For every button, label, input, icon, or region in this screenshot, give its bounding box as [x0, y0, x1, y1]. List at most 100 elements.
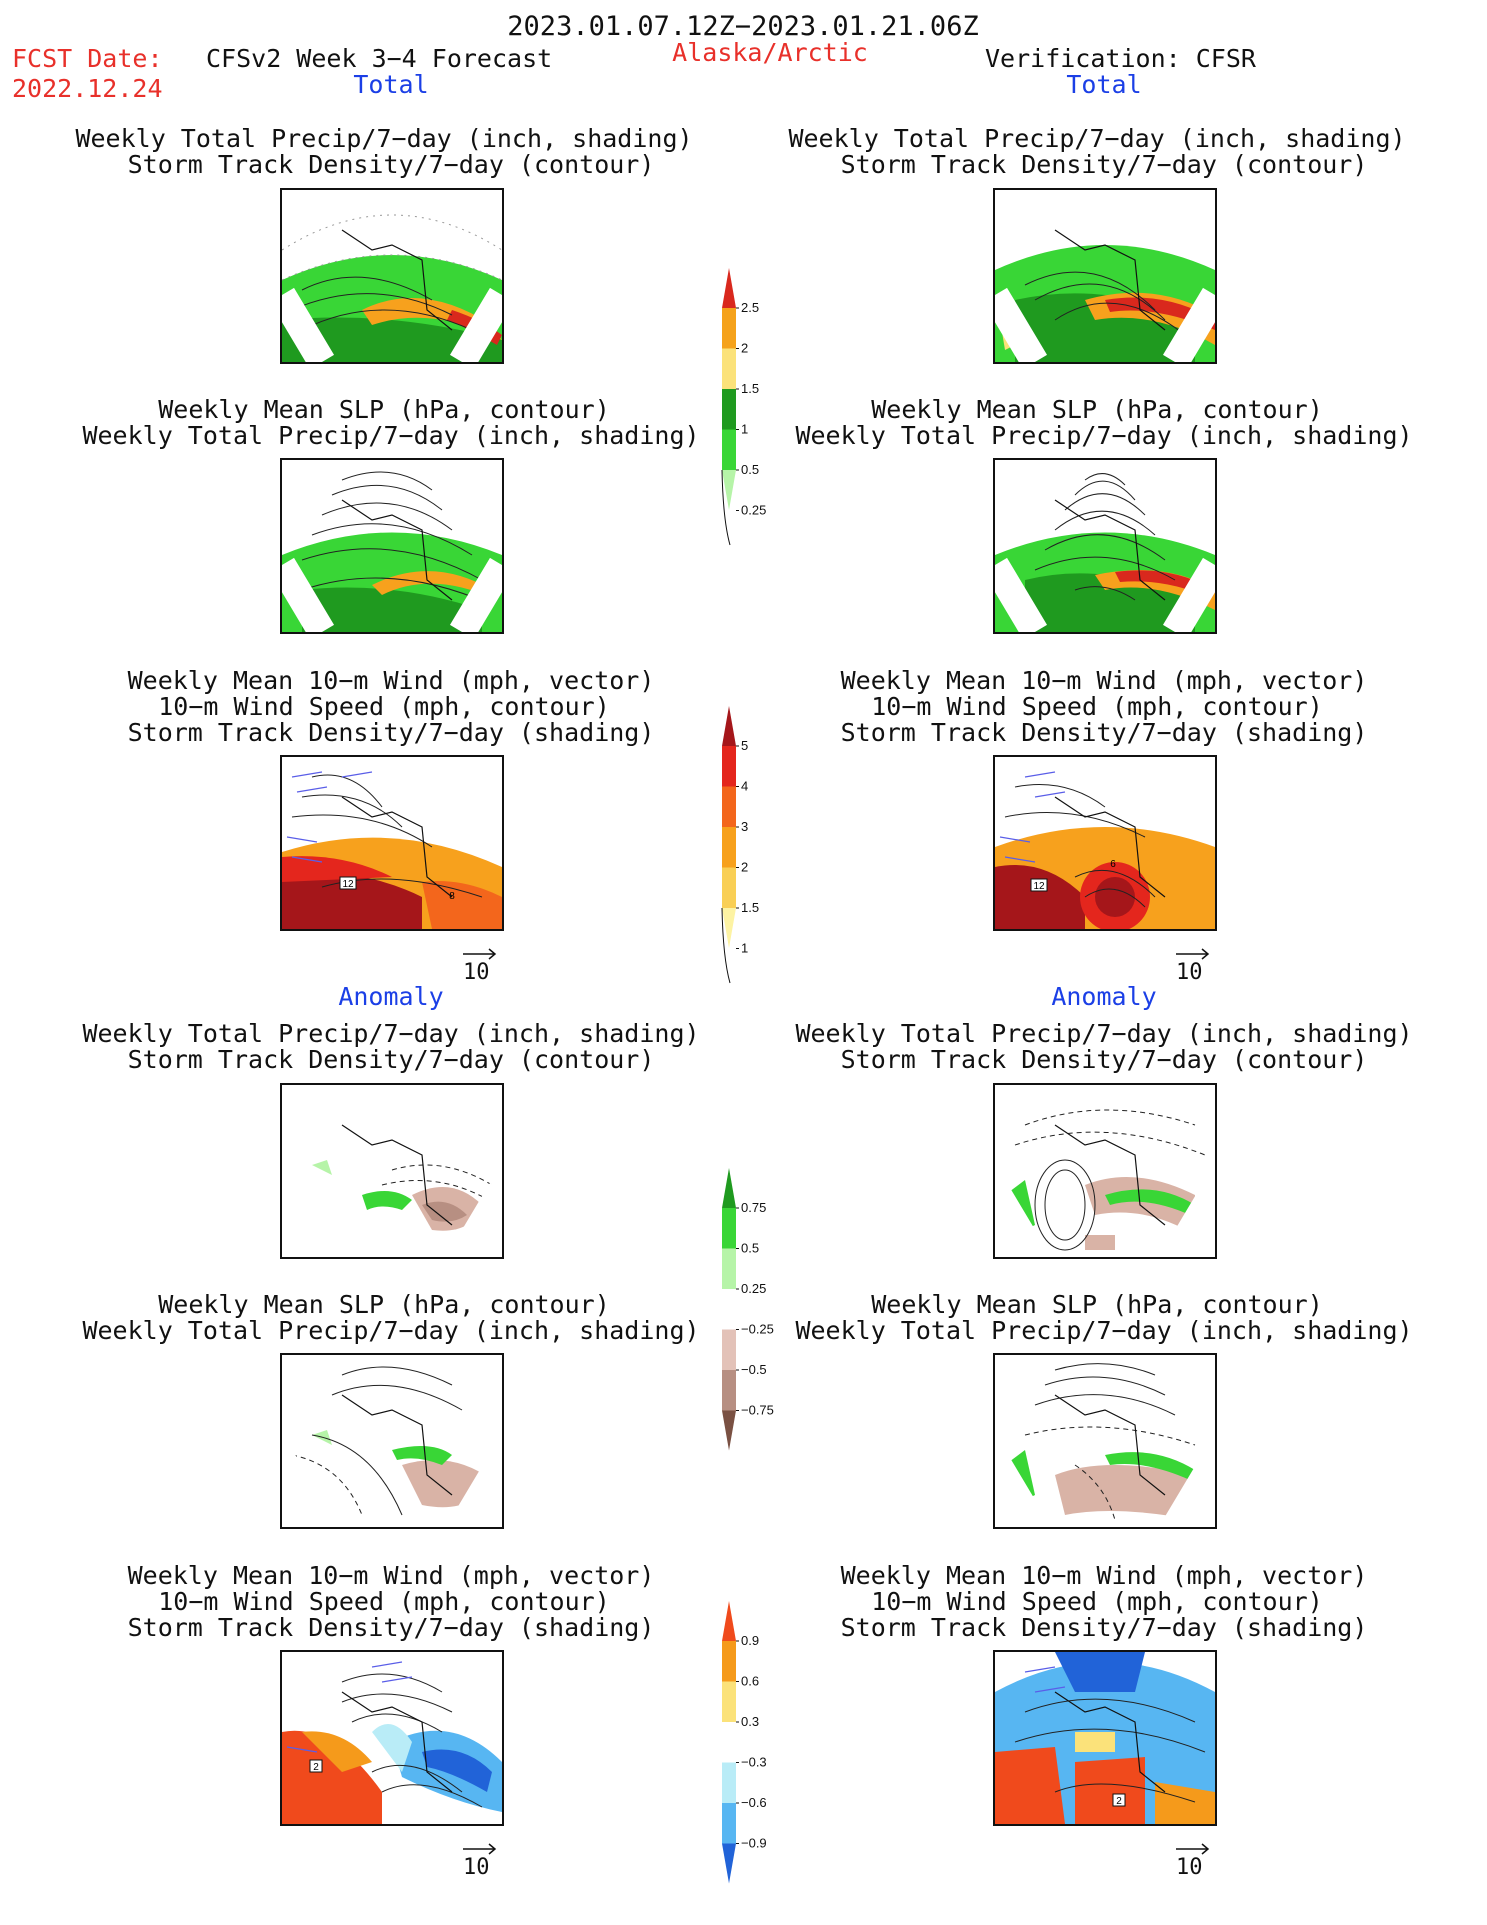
colorbar-storm-anom: 0.9 0.6 0.3 −0.3 −0.6 −0.9 — [722, 1601, 792, 1888]
date-range-title: 2023.01.07.12Z−2023.01.21.06Z — [507, 11, 979, 42]
wind-label-8-left: 8 — [449, 891, 455, 902]
colorbar-top-cap — [722, 1601, 736, 1641]
region-label: Alaska/Arctic — [672, 38, 868, 67]
fcst-date-value: 2022.12.24 — [12, 74, 163, 103]
title-wind-anom-left-2: 10−m Wind Speed (mph, contour) — [158, 1587, 610, 1616]
colorbar-segment — [722, 827, 736, 868]
map-wind-anom-forecast: 2 — [280, 1650, 504, 1826]
colorbar-tick-label: 0.5 — [741, 1241, 759, 1256]
colorbar-segment — [722, 746, 736, 787]
map-precip-total-forecast — [280, 188, 504, 364]
title-wind-anom-left-3: Storm Track Density/7−day (shading) — [127, 1613, 655, 1642]
colorbar-bottom-cap — [722, 908, 736, 948]
colorbar-top-cap — [722, 268, 736, 308]
arrow-right-icon — [463, 1843, 497, 1855]
section-total-right: Total — [1066, 70, 1142, 99]
section-anomaly-right: Anomaly — [1051, 982, 1157, 1011]
vector-ref-total-left: 10 — [463, 948, 497, 985]
title-slp-anom-right-2: Weekly Total Precip/7−day (inch, shading… — [795, 1316, 1413, 1345]
colorbar-tick-label: 1.5 — [741, 900, 759, 915]
wind-label-6-right: 6 — [1110, 859, 1116, 870]
title-precip-anom-left-2: Storm Track Density/7−day (contour) — [127, 1045, 655, 1074]
wind-label-12-right: 12 — [1033, 881, 1045, 892]
title-wind-total-right-1: Weekly Mean 10−m Wind (mph, vector) — [840, 666, 1368, 695]
colorbar-segment — [722, 348, 736, 390]
colorbar-tick-label: −0.9 — [741, 1836, 767, 1851]
colorbar-top-cap — [722, 1168, 736, 1208]
wind-label-12-left: 12 — [342, 879, 354, 890]
colorbar-svg: 0.9 0.6 0.3 −0.3 −0.6 −0.9 — [722, 1601, 767, 1884]
colorbar-top-cap — [722, 706, 736, 746]
map-precip-anom-verification — [993, 1083, 1217, 1259]
colorbar-precip-total: 2.5 2 1.5 1 0.5 0.25 — [721, 268, 792, 554]
colorbar-tick-label: 0.75 — [741, 1200, 766, 1215]
title-wind-anom-right-3: Storm Track Density/7−day (shading) — [840, 1613, 1368, 1642]
colorbar-precip-anom: 0.75 0.5 0.25 −0.25 −0.5 −0.75 — [722, 1168, 792, 1455]
map-wind-total-verification: 12 6 — [993, 755, 1217, 931]
vector-ref-anom-left: 10 — [463, 1843, 497, 1880]
title-wind-total-left-2: 10−m Wind Speed (mph, contour) — [158, 692, 610, 721]
wind-anom-label-left: 2 — [313, 1762, 319, 1773]
title-wind-total-right-2: 10−m Wind Speed (mph, contour) — [871, 692, 1323, 721]
title-precip-total-left-2: Storm Track Density/7−day (contour) — [127, 150, 655, 179]
map-precip-total-verification — [993, 188, 1217, 364]
colorbar-tick-label: −0.3 — [741, 1755, 767, 1770]
title-precip-total-left-1: Weekly Total Precip/7−day (inch, shading… — [75, 124, 693, 153]
colorbar-tick-label: 2.5 — [741, 300, 759, 315]
colorbar-tick-label: 4 — [741, 779, 748, 794]
title-precip-total-right-2: Storm Track Density/7−day (contour) — [840, 150, 1368, 179]
colorbar-tick-label: 0.25 — [741, 1281, 766, 1296]
title-precip-anom-right-1: Weekly Total Precip/7−day (inch, shading… — [795, 1019, 1413, 1048]
colorbar-tick-label: 0.3 — [741, 1714, 759, 1729]
arrow-right-icon — [463, 948, 497, 960]
colorbar-segment — [722, 429, 736, 471]
colorbar-segment — [722, 1248, 736, 1290]
title-wind-total-right-3: Storm Track Density/7−day (shading) — [840, 718, 1368, 747]
map-wind-total-forecast: 12 8 — [280, 755, 504, 931]
title-slp-anom-right-1: Weekly Mean SLP (hPa, contour) — [871, 1290, 1323, 1319]
map-slp-total-forecast — [280, 458, 504, 634]
map-precip-anom-forecast — [280, 1083, 504, 1259]
colorbar-segment — [722, 1370, 736, 1411]
colorbar-svg: 2.5 2 1.5 1 0.5 0.25 — [721, 268, 766, 546]
colorbar-svg: 5 4 3 2 1.5 1 — [721, 706, 759, 984]
title-wind-anom-right-2: 10−m Wind Speed (mph, contour) — [871, 1587, 1323, 1616]
title-slp-total-left-2: Weekly Total Precip/7−day (inch, shading… — [82, 421, 700, 450]
colorbar-storm-total: 5 4 3 2 1.5 1 — [721, 706, 792, 992]
map-slp-anom-verification — [993, 1353, 1217, 1529]
colorbar-tick-label: 2 — [741, 341, 748, 356]
wind-anom-label-right: 2 — [1116, 1796, 1122, 1807]
colorbar-segment — [722, 1208, 736, 1249]
vector-ref-anom-right: 10 — [1176, 1843, 1210, 1880]
title-precip-anom-left-1: Weekly Total Precip/7−day (inch, shading… — [82, 1019, 700, 1048]
section-anomaly-left: Anomaly — [338, 982, 444, 1011]
arrow-right-icon — [1176, 1843, 1210, 1855]
colorbar-tick-label: 0.25 — [741, 503, 766, 518]
title-precip-total-right-1: Weekly Total Precip/7−day (inch, shading… — [788, 124, 1406, 153]
colorbar-tick-label: −0.75 — [741, 1403, 774, 1418]
title-slp-anom-left-1: Weekly Mean SLP (hPa, contour) — [158, 1290, 610, 1319]
title-slp-total-right-1: Weekly Mean SLP (hPa, contour) — [871, 395, 1323, 424]
colorbar-bottom-cap — [722, 1843, 736, 1884]
colorbar-segment — [722, 308, 736, 349]
title-slp-total-left-1: Weekly Mean SLP (hPa, contour) — [158, 395, 610, 424]
map-slp-anom-forecast — [280, 1353, 504, 1529]
map-wind-anom-verification: 2 — [993, 1650, 1217, 1826]
colorbar-bottom-cap — [722, 470, 736, 510]
colorbar-tick-label: 0.6 — [741, 1674, 759, 1689]
colorbar-segment — [722, 1762, 736, 1804]
colorbar-segment — [722, 389, 736, 430]
title-wind-anom-left-1: Weekly Mean 10−m Wind (mph, vector) — [127, 1561, 655, 1590]
colorbar-segment — [722, 867, 736, 909]
colorbar-bottom-cap — [722, 1410, 736, 1451]
colorbar-tick-label: 3 — [741, 819, 748, 834]
vector-ref-label: 10 — [1176, 1855, 1203, 1880]
colorbar-segment — [722, 1681, 736, 1723]
forecast-title: CFSv2 Week 3−4 Forecast — [206, 44, 553, 73]
title-wind-total-left-1: Weekly Mean 10−m Wind (mph, vector) — [127, 666, 655, 695]
title-wind-total-left-3: Storm Track Density/7−day (shading) — [127, 718, 655, 747]
colorbar-segment — [722, 1722, 736, 1763]
colorbar-segment — [722, 1289, 736, 1330]
colorbar-tick-label: 1.5 — [741, 381, 759, 396]
colorbar-segment — [722, 786, 736, 828]
